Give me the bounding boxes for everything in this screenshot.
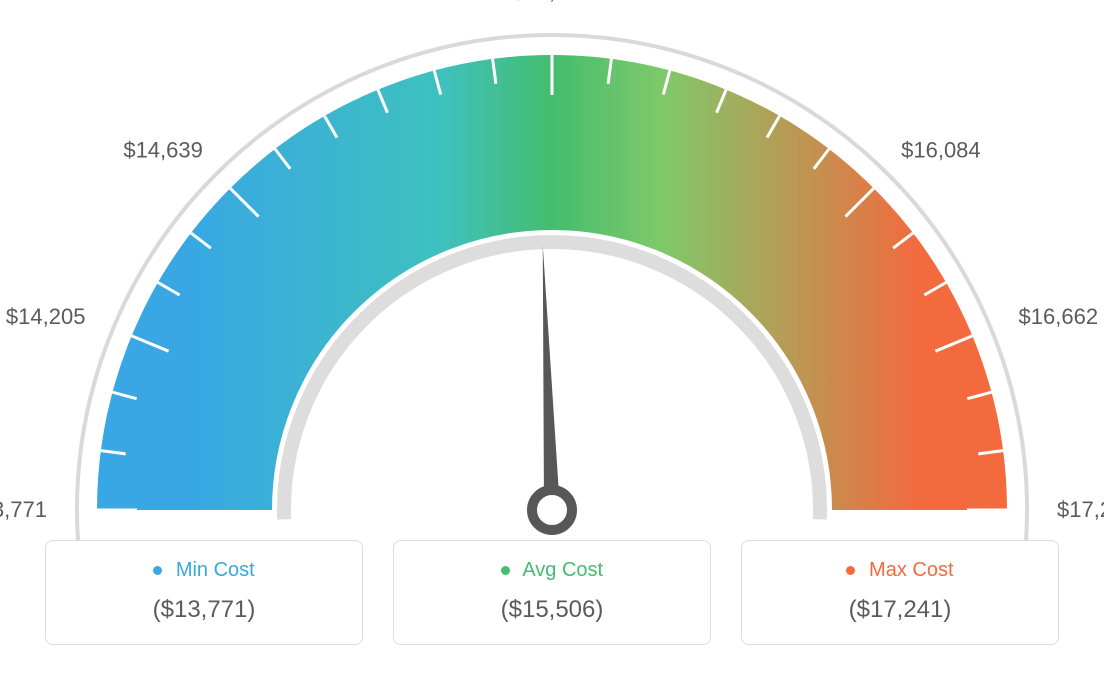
gauge-tick-label: $13,771 <box>0 497 47 523</box>
gauge-chart: $13,771 $14,205 $14,639 $15,506 $16,084 $16,6… <box>0 0 1104 540</box>
dot-icon <box>153 566 162 575</box>
max-cost-label: Max Cost <box>869 559 953 581</box>
min-cost-label: Min Cost <box>176 559 255 581</box>
dot-icon <box>501 566 510 575</box>
min-cost-title: Min Cost <box>58 559 350 582</box>
avg-cost-title: Avg Cost <box>406 559 698 582</box>
gauge-tick-label: $16,084 <box>901 137 981 163</box>
max-cost-card: Max Cost ($17,241) <box>741 540 1059 645</box>
avg-cost-card: Avg Cost ($15,506) <box>393 540 711 645</box>
gauge-svg <box>0 0 1104 540</box>
avg-cost-label: Avg Cost <box>522 559 603 581</box>
avg-cost-value: ($15,506) <box>406 596 698 624</box>
summary-cards: Min Cost ($13,771) Avg Cost ($15,506) Ma… <box>0 540 1104 645</box>
min-cost-value: ($13,771) <box>58 596 350 624</box>
gauge-tick-label: $15,506 <box>512 0 592 5</box>
gauge-tick-label: $14,639 <box>123 137 203 163</box>
gauge-tick-label: $14,205 <box>6 304 86 330</box>
max-cost-title: Max Cost <box>754 559 1046 582</box>
min-cost-card: Min Cost ($13,771) <box>45 540 363 645</box>
gauge-tick-label: $17,241 <box>1057 497 1104 523</box>
gauge-tick-label: $16,662 <box>1019 304 1099 330</box>
dot-icon <box>846 566 855 575</box>
max-cost-value: ($17,241) <box>754 596 1046 624</box>
